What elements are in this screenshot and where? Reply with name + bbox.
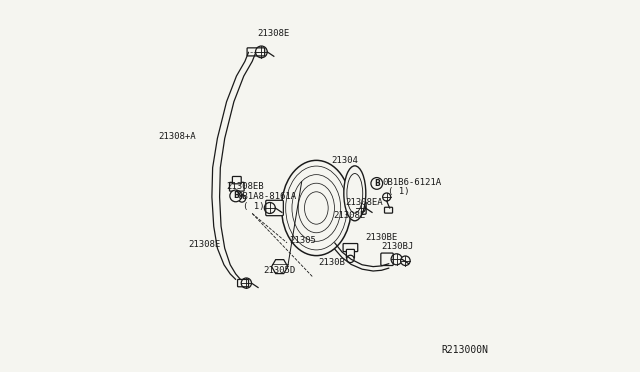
FancyBboxPatch shape — [247, 48, 265, 56]
Text: 2130BE: 2130BE — [366, 233, 398, 242]
Text: 21308E: 21308E — [333, 211, 365, 220]
Text: 2130BJ: 2130BJ — [381, 242, 414, 251]
Text: ( 1): ( 1) — [243, 202, 264, 211]
Circle shape — [347, 255, 354, 263]
Circle shape — [401, 256, 410, 266]
Ellipse shape — [344, 166, 366, 221]
Text: 21305D: 21305D — [263, 266, 296, 275]
Text: 0B1B6-6121A: 0B1B6-6121A — [382, 178, 442, 187]
FancyBboxPatch shape — [350, 202, 366, 214]
Text: 21308EB: 21308EB — [227, 182, 264, 190]
Text: 0B1A8-8161A: 0B1A8-8161A — [237, 192, 297, 202]
Text: B: B — [374, 179, 380, 188]
Text: R213000N: R213000N — [442, 344, 488, 355]
FancyBboxPatch shape — [230, 182, 244, 191]
Circle shape — [230, 190, 241, 202]
Text: 21308EA: 21308EA — [346, 198, 383, 207]
Text: 21308+A: 21308+A — [159, 132, 196, 141]
FancyBboxPatch shape — [266, 200, 284, 216]
FancyBboxPatch shape — [381, 253, 394, 266]
Ellipse shape — [347, 174, 363, 213]
Polygon shape — [271, 260, 288, 273]
FancyBboxPatch shape — [343, 244, 358, 251]
Ellipse shape — [282, 160, 351, 256]
Text: 21304: 21304 — [331, 156, 358, 165]
Circle shape — [238, 195, 246, 202]
Circle shape — [383, 193, 391, 201]
Text: ( 1): ( 1) — [388, 187, 410, 196]
Circle shape — [371, 177, 383, 189]
FancyBboxPatch shape — [237, 279, 248, 287]
Text: 21308E: 21308E — [188, 240, 220, 249]
FancyBboxPatch shape — [385, 207, 392, 213]
FancyBboxPatch shape — [346, 249, 355, 258]
Text: 21308E: 21308E — [258, 29, 290, 38]
Text: 21305: 21305 — [289, 237, 316, 246]
FancyBboxPatch shape — [232, 176, 241, 184]
Text: 2130B: 2130B — [318, 259, 345, 267]
Text: B: B — [233, 192, 239, 201]
